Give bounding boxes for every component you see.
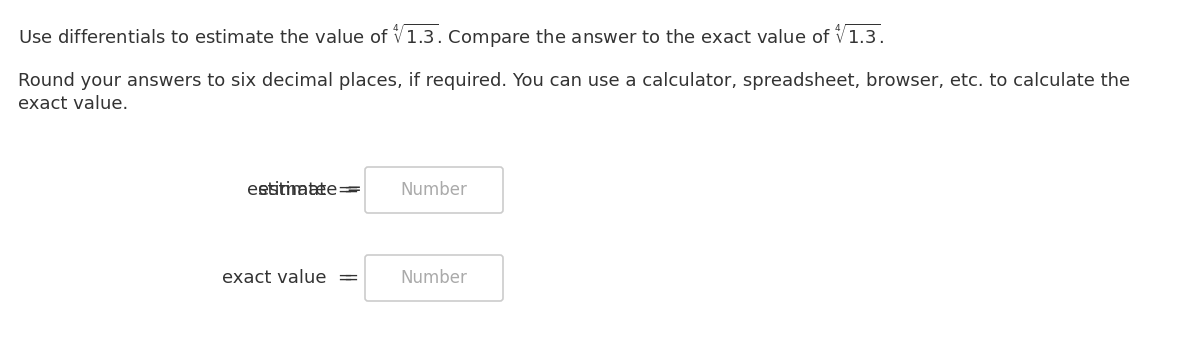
Text: exact value.: exact value.	[18, 95, 128, 113]
Text: Number: Number	[401, 181, 468, 199]
Text: estimate  =: estimate =	[247, 181, 353, 199]
Text: =: =	[343, 181, 358, 199]
FancyBboxPatch shape	[365, 167, 503, 213]
Text: Number: Number	[401, 269, 468, 287]
Text: Round your answers to six decimal places, if required. You can use a calculator,: Round your answers to six decimal places…	[18, 72, 1130, 90]
FancyBboxPatch shape	[365, 255, 503, 301]
Text: Use differentials to estimate the value of $\sqrt[4]{1.3}$. Compare the answer t: Use differentials to estimate the value …	[18, 22, 884, 50]
Text: =: =	[343, 269, 358, 287]
Text: estimate  ═: estimate ═	[258, 181, 360, 199]
Text: exact value  =: exact value =	[222, 269, 353, 287]
